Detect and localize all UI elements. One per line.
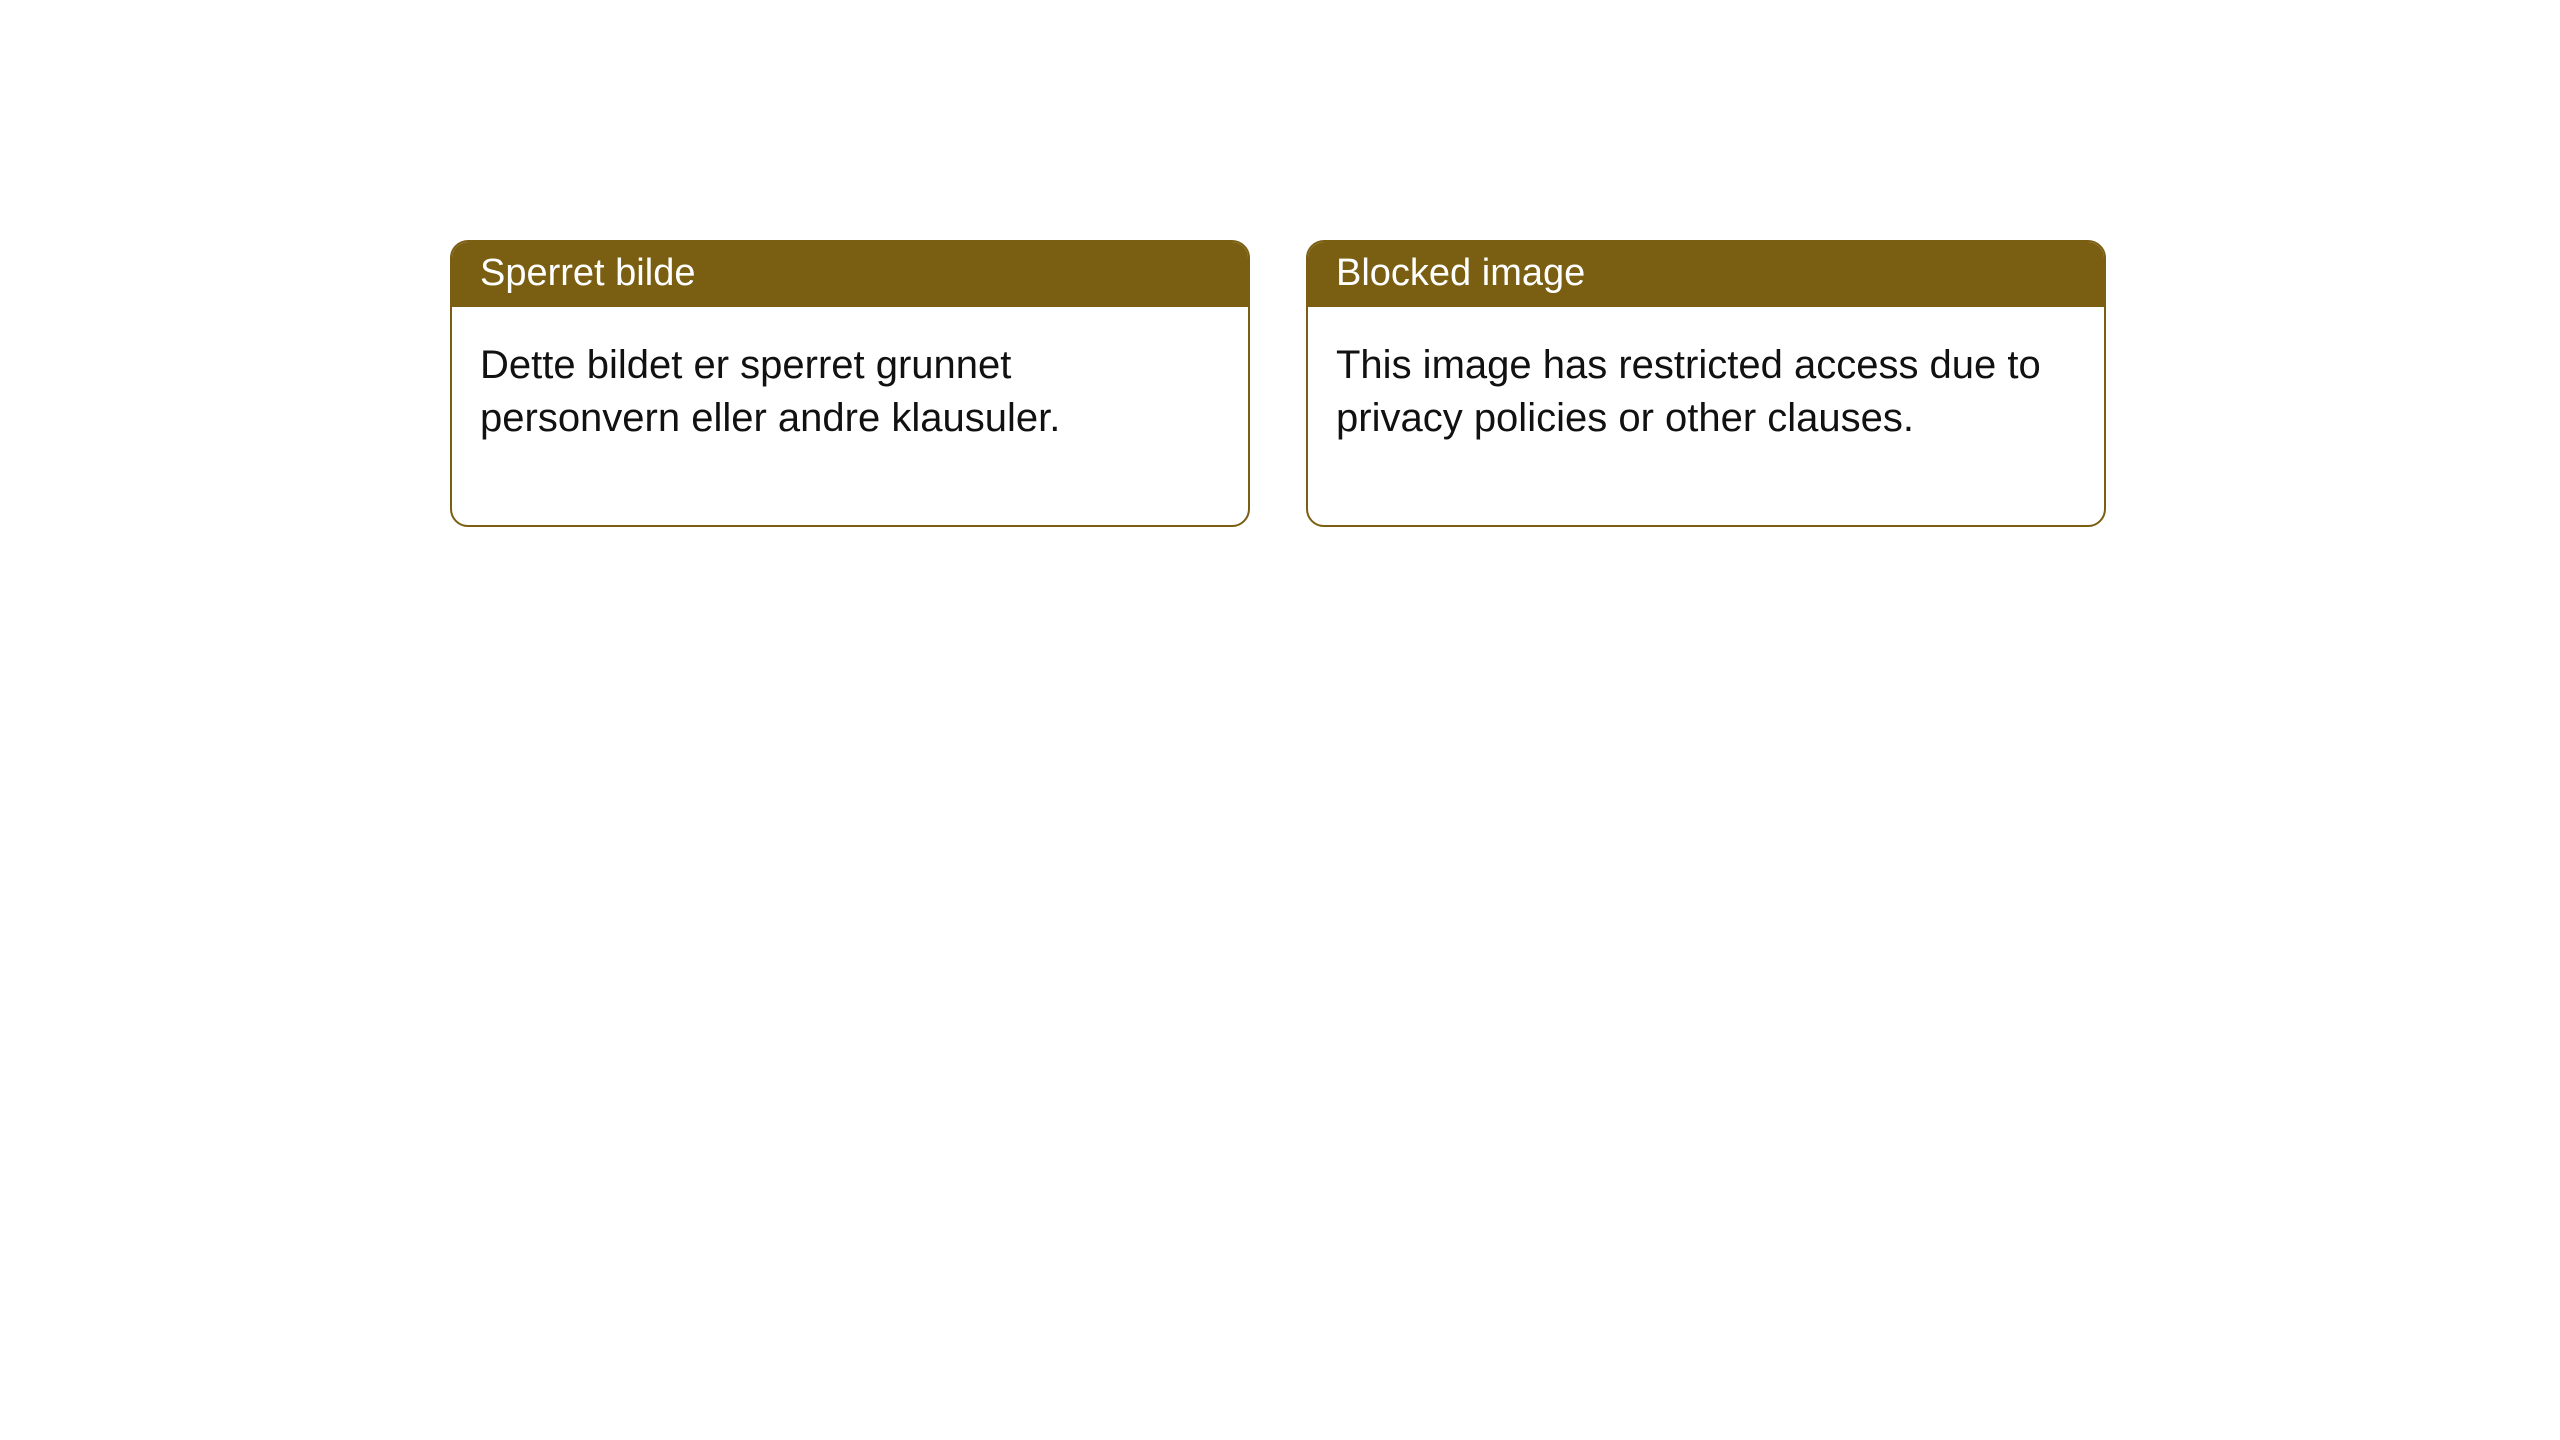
card-norwegian: Sperret bilde Dette bildet er sperret gr…: [450, 240, 1250, 527]
cards-container: Sperret bilde Dette bildet er sperret gr…: [450, 240, 2106, 527]
card-english: Blocked image This image has restricted …: [1306, 240, 2106, 527]
card-header-norwegian: Sperret bilde: [452, 242, 1248, 307]
card-body-norwegian: Dette bildet er sperret grunnet personve…: [452, 307, 1248, 525]
card-header-english: Blocked image: [1308, 242, 2104, 307]
card-body-english: This image has restricted access due to …: [1308, 307, 2104, 525]
